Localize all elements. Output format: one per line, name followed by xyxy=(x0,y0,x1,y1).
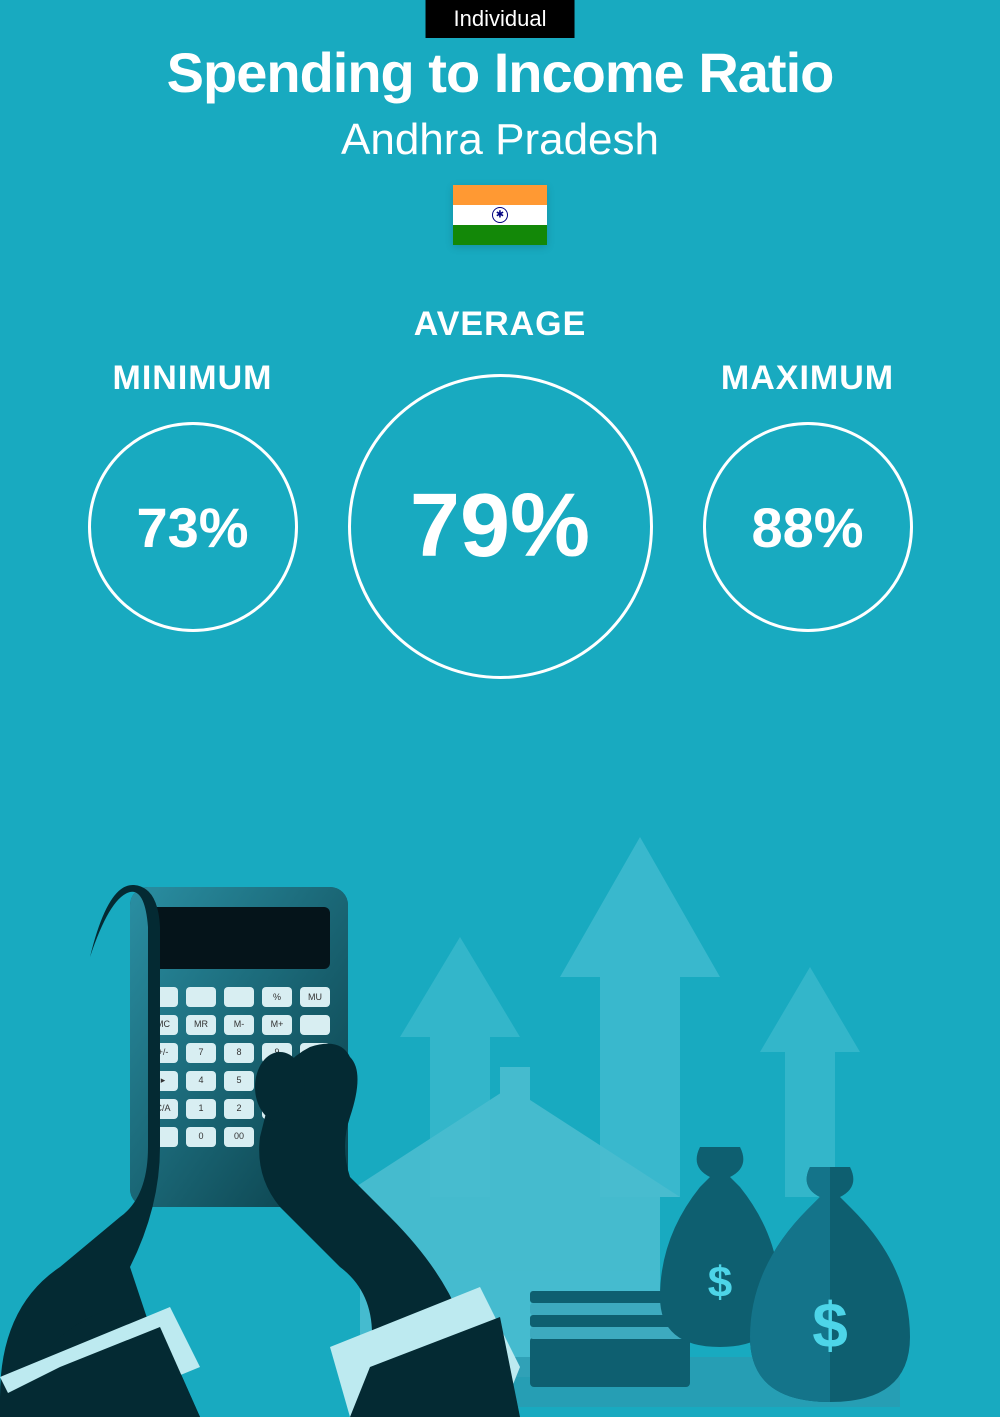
average-value: 79% xyxy=(410,475,590,578)
region-subtitle: Andhra Pradesh xyxy=(0,115,1000,165)
stat-maximum: MAXIMUM 88% xyxy=(703,359,913,632)
category-badge: Individual xyxy=(426,0,575,38)
svg-text:5: 5 xyxy=(236,1075,241,1085)
illustration-scene: $ $ MCMRM-M+ +/-789× ▸456− C xyxy=(0,837,1000,1417)
svg-text:4: 4 xyxy=(198,1075,203,1085)
maximum-circle: 88% xyxy=(703,422,913,632)
up-arrow-icon xyxy=(760,967,860,1197)
svg-text:1: 1 xyxy=(198,1103,203,1113)
minimum-circle: 73% xyxy=(88,422,298,632)
svg-text:8: 8 xyxy=(236,1047,241,1057)
svg-text:00: 00 xyxy=(234,1131,244,1141)
minimum-value: 73% xyxy=(136,495,248,560)
svg-text:▸: ▸ xyxy=(161,1075,166,1085)
svg-text:%: % xyxy=(273,992,281,1002)
svg-text:MR: MR xyxy=(194,1019,208,1029)
svg-text:M-: M- xyxy=(234,1019,245,1029)
svg-text:M+: M+ xyxy=(271,1019,284,1029)
minimum-label: MINIMUM xyxy=(113,359,273,398)
stat-average: AVERAGE 79% xyxy=(348,305,653,679)
svg-text:MU: MU xyxy=(308,992,322,1002)
svg-text:$: $ xyxy=(708,1258,732,1307)
svg-text:0: 0 xyxy=(198,1131,203,1141)
average-circle: 79% xyxy=(348,374,653,679)
svg-text:7: 7 xyxy=(198,1047,203,1057)
page-title: Spending to Income Ratio xyxy=(0,40,1000,105)
money-bag-icon: $ xyxy=(750,1167,910,1402)
maximum-value: 88% xyxy=(751,495,863,560)
stats-row: MINIMUM 73% AVERAGE 79% MAXIMUM 88% xyxy=(0,305,1000,679)
maximum-label: MAXIMUM xyxy=(721,359,894,398)
svg-text:$: $ xyxy=(812,1289,848,1361)
india-flag-icon xyxy=(453,185,547,245)
average-label: AVERAGE xyxy=(414,305,587,344)
stat-minimum: MINIMUM 73% xyxy=(88,359,298,632)
svg-text:2: 2 xyxy=(236,1103,241,1113)
